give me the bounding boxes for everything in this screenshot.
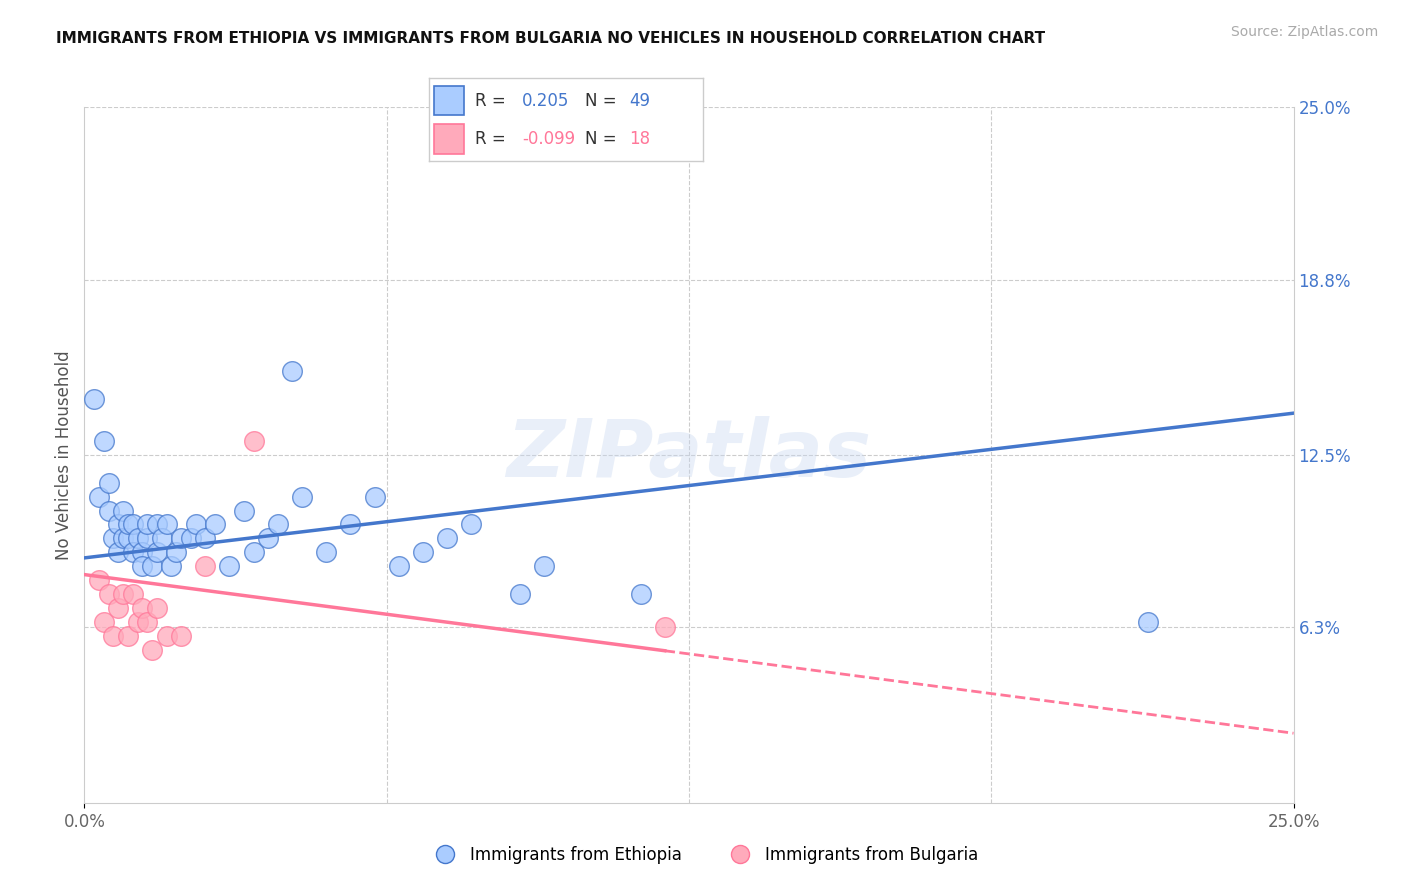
Text: N =: N = bbox=[585, 130, 621, 148]
Point bbox=[131, 601, 153, 615]
Point bbox=[112, 532, 135, 546]
Text: 49: 49 bbox=[628, 92, 650, 110]
Point bbox=[141, 559, 163, 574]
Point bbox=[121, 545, 143, 559]
Point bbox=[107, 517, 129, 532]
Point bbox=[242, 434, 264, 448]
Point bbox=[146, 517, 169, 532]
Point bbox=[107, 601, 129, 615]
Point bbox=[291, 490, 314, 504]
Point bbox=[180, 532, 202, 546]
Point bbox=[363, 490, 385, 504]
Point bbox=[267, 517, 290, 532]
Point bbox=[136, 615, 159, 629]
Point bbox=[412, 545, 434, 559]
Legend: Immigrants from Ethiopia, Immigrants from Bulgaria: Immigrants from Ethiopia, Immigrants fro… bbox=[422, 839, 984, 871]
Point bbox=[131, 559, 153, 574]
Point bbox=[436, 532, 458, 546]
Point bbox=[136, 532, 159, 546]
Point bbox=[127, 615, 149, 629]
Text: -0.099: -0.099 bbox=[522, 130, 575, 148]
Bar bbox=[434, 86, 464, 115]
Point bbox=[146, 601, 169, 615]
Point bbox=[155, 517, 177, 532]
Point bbox=[165, 545, 187, 559]
Point bbox=[112, 587, 135, 601]
Point bbox=[204, 517, 226, 532]
Point bbox=[117, 532, 139, 546]
Text: 18: 18 bbox=[628, 130, 650, 148]
Text: R =: R = bbox=[475, 130, 512, 148]
Point bbox=[97, 503, 120, 517]
Point bbox=[509, 587, 531, 601]
Point bbox=[127, 532, 149, 546]
Point bbox=[155, 629, 177, 643]
Point bbox=[131, 545, 153, 559]
Point bbox=[103, 629, 125, 643]
Point bbox=[107, 545, 129, 559]
Point bbox=[87, 573, 110, 587]
Point bbox=[117, 629, 139, 643]
Text: ZIPatlas: ZIPatlas bbox=[506, 416, 872, 494]
Bar bbox=[434, 125, 464, 154]
Y-axis label: No Vehicles in Household: No Vehicles in Household bbox=[55, 350, 73, 560]
Point bbox=[150, 532, 173, 546]
Point bbox=[218, 559, 240, 574]
Point bbox=[184, 517, 207, 532]
Point bbox=[93, 434, 115, 448]
Point bbox=[242, 545, 264, 559]
Point bbox=[136, 517, 159, 532]
Point bbox=[339, 517, 361, 532]
Point bbox=[315, 545, 337, 559]
Point bbox=[533, 559, 555, 574]
Text: R =: R = bbox=[475, 92, 512, 110]
Point bbox=[654, 620, 676, 634]
Point bbox=[160, 559, 183, 574]
Point bbox=[87, 490, 110, 504]
Point bbox=[1137, 615, 1160, 629]
Point bbox=[83, 392, 105, 407]
Point bbox=[170, 629, 193, 643]
Point bbox=[121, 587, 143, 601]
Text: Source: ZipAtlas.com: Source: ZipAtlas.com bbox=[1230, 25, 1378, 39]
Point bbox=[194, 532, 217, 546]
Point bbox=[112, 503, 135, 517]
Point bbox=[388, 559, 411, 574]
Point bbox=[146, 545, 169, 559]
Point bbox=[117, 517, 139, 532]
Point bbox=[93, 615, 115, 629]
Text: IMMIGRANTS FROM ETHIOPIA VS IMMIGRANTS FROM BULGARIA NO VEHICLES IN HOUSEHOLD CO: IMMIGRANTS FROM ETHIOPIA VS IMMIGRANTS F… bbox=[56, 31, 1046, 46]
Point bbox=[257, 532, 280, 546]
Text: N =: N = bbox=[585, 92, 621, 110]
Point bbox=[630, 587, 652, 601]
Text: 0.205: 0.205 bbox=[522, 92, 569, 110]
Point bbox=[103, 532, 125, 546]
Point bbox=[97, 587, 120, 601]
Point bbox=[194, 559, 217, 574]
Point bbox=[460, 517, 482, 532]
Point bbox=[121, 517, 143, 532]
Point bbox=[281, 364, 304, 378]
Point bbox=[170, 532, 193, 546]
Point bbox=[97, 475, 120, 490]
Point bbox=[141, 642, 163, 657]
Point bbox=[233, 503, 256, 517]
